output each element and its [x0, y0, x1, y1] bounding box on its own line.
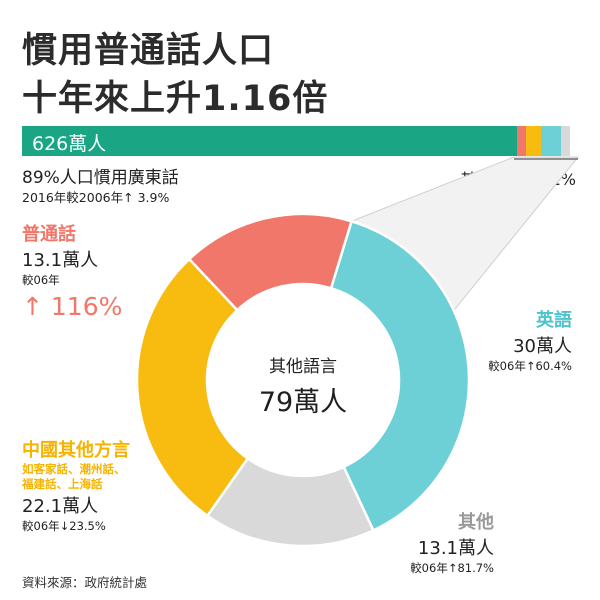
others-name: 其他: [458, 512, 494, 533]
others-value: 13.1萬人: [417, 538, 494, 559]
population-share-bar: [22, 126, 578, 156]
label-dialects: 中國其他方言 如客家話、潮州話、 福建話、上海話 22.1萬人 較06年↓23.…: [22, 436, 130, 534]
english-note: 較06年↑60.4%: [488, 359, 572, 373]
label-others: 其他 13.1萬人 較06年↑81.7%: [410, 508, 494, 576]
cantonese-share-text: 89%人口慣用廣東話: [22, 168, 179, 188]
title-line-2: 十年來上升1.16倍: [22, 79, 329, 119]
donut-slice-2: [135, 257, 250, 518]
putonghua-name: 普通話: [22, 224, 76, 245]
label-english: 英語 30萬人 較06年↑60.4%: [488, 306, 572, 374]
bar-segment-3: [540, 126, 561, 156]
bar-segment-0: [22, 126, 517, 156]
label-putonghua: 普通話 13.1萬人 較06年 ↑ 116%: [22, 220, 122, 321]
cantonese-change-text: 2016年較2006年↑ 3.9%: [22, 190, 170, 205]
donut-slice-3: [187, 212, 354, 312]
bar-segment-4: [560, 126, 570, 156]
center-title: 其他語言: [269, 357, 337, 377]
source-note: 資料來源：政府統計處: [22, 575, 148, 590]
donut-slice-0: [329, 219, 471, 533]
bar-segment-2: [525, 126, 541, 156]
bar-segment-5: [569, 126, 578, 156]
putonghua-note: 較06年: [22, 273, 60, 287]
center-value: 79萬人: [258, 387, 348, 418]
dialects-sub-2: 福建話、上海話: [22, 477, 103, 491]
bar-total-label: 626萬人: [32, 133, 107, 155]
donut-center: 其他語言 79萬人: [218, 352, 388, 419]
dialects-name: 中國其他方言: [22, 440, 130, 461]
english-value: 30萬人: [513, 336, 572, 357]
dialects-note: 較06年↓23.5%: [22, 519, 106, 533]
title-line-1: 慣用普通話人口: [22, 31, 275, 71]
bar-segment-1: [516, 126, 526, 156]
dialects-value: 22.1萬人: [22, 496, 99, 517]
putonghua-change: ↑ 116%: [22, 292, 123, 321]
dialects-sub-1: 如客家話、潮州話、: [22, 462, 126, 476]
others-note: 較06年↑81.7%: [410, 561, 494, 575]
putonghua-value: 13.1萬人: [22, 250, 99, 271]
english-name: 英語: [536, 310, 572, 331]
